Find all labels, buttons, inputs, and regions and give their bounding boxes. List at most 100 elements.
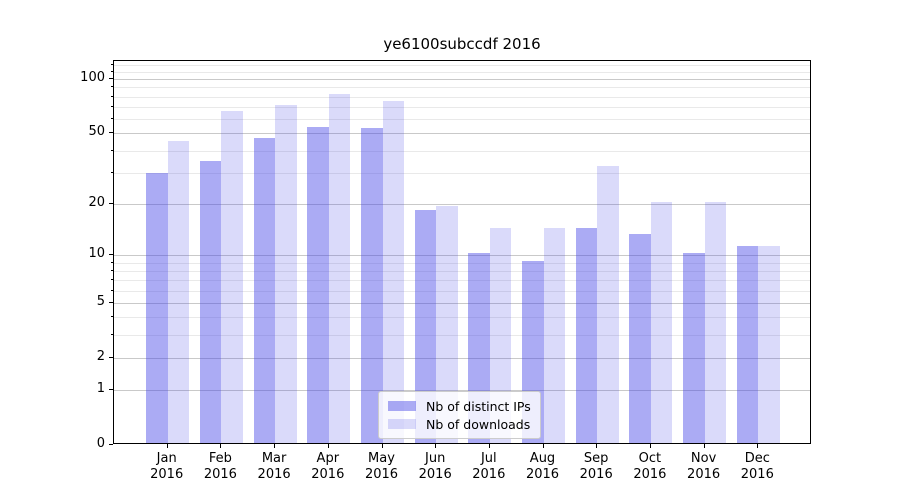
y-gridline-major <box>114 79 810 81</box>
bar-distinct-ips-nov <box>683 252 705 443</box>
y-minor-tick-mark <box>111 70 113 72</box>
y-gridline-minor <box>114 119 810 121</box>
x-tick-label: Jun 2016 <box>403 451 467 483</box>
x-tick-month: Aug <box>529 451 556 466</box>
y-gridline-major <box>114 390 810 392</box>
x-tick-month: Jul <box>480 451 497 466</box>
y-gridline-minor <box>114 290 810 292</box>
bar-downloads-sep <box>597 165 619 443</box>
x-tick-mark <box>274 444 276 448</box>
bar-distinct-ips-oct <box>629 233 651 443</box>
bar-downloads-aug <box>543 228 565 443</box>
x-tick-mark <box>327 444 329 448</box>
bar-distinct-ips-jan <box>146 173 168 443</box>
y-gridline-minor <box>114 150 810 152</box>
x-tick-label: Apr 2016 <box>296 451 360 483</box>
y-tick-mark <box>109 356 113 358</box>
bar-distinct-ips-sep <box>575 228 598 443</box>
y-tick-label: 20 <box>88 194 105 210</box>
x-tick-label: Dec 2016 <box>725 451 789 483</box>
y-tick-mark <box>109 202 113 204</box>
y-minor-tick-mark <box>111 261 113 263</box>
y-tick-label: 5 <box>96 294 105 309</box>
x-tick-mark <box>488 444 490 448</box>
x-tick-label: Aug 2016 <box>511 451 575 483</box>
y-gridline-minor <box>114 64 810 66</box>
bar-distinct-ips-mar <box>253 137 276 443</box>
x-tick-month: Feb <box>208 451 232 466</box>
x-tick-mark <box>166 444 168 448</box>
x-tick-month: Mar <box>261 451 287 466</box>
y-gridline-minor <box>114 262 810 264</box>
y-tick-label: 1 <box>96 381 105 397</box>
x-tick-mark <box>649 444 651 448</box>
x-tick-label: Oct 2016 <box>618 451 682 483</box>
x-tick-month: Nov <box>690 451 717 466</box>
bar-distinct-ips-apr <box>307 126 329 443</box>
x-tick-year: 2016 <box>311 467 345 482</box>
x-tick-year: 2016 <box>525 467 560 482</box>
y-gridline-minor <box>114 317 810 319</box>
x-tick-label: Mar 2016 <box>242 451 306 483</box>
x-tick-month: Jun <box>425 451 446 466</box>
legend-item: Nb of distinct IPs <box>388 397 531 415</box>
x-tick-year: 2016 <box>364 467 399 482</box>
y-tick-label: 10 <box>88 245 105 261</box>
y-minor-tick-mark <box>111 118 113 120</box>
y-gridline-major <box>114 133 810 135</box>
bar-downloads-may <box>382 100 404 443</box>
y-tick-mark <box>109 389 113 391</box>
y-tick-label: 50 <box>88 124 105 140</box>
y-gridline-minor <box>114 96 810 98</box>
y-gridline-major <box>114 254 810 256</box>
x-tick-mark <box>757 444 759 448</box>
y-gridline-minor <box>114 172 810 174</box>
x-tick-label: Jan 2016 <box>135 451 199 483</box>
x-tick-month: Dec <box>744 451 770 466</box>
x-tick-year: 2016 <box>257 467 291 482</box>
x-tick-mark <box>542 444 544 448</box>
x-tick-month: May <box>368 451 395 466</box>
y-minor-tick-mark <box>111 269 113 271</box>
y-tick-mark <box>109 253 113 255</box>
x-tick-month: Apr <box>316 451 340 466</box>
legend-swatch <box>388 419 416 429</box>
y-tick-mark <box>109 132 113 134</box>
x-tick-mark <box>596 444 598 448</box>
y-tick-label: 2 <box>96 348 105 364</box>
x-tick-mark <box>220 444 222 448</box>
y-minor-tick-mark <box>111 95 113 97</box>
x-tick-year: 2016 <box>579 467 613 482</box>
legend-item: Nb of downloads <box>388 415 531 433</box>
x-tick-mark <box>381 444 383 448</box>
y-gridline-minor <box>114 270 810 272</box>
bar-distinct-ips-feb <box>199 161 222 443</box>
y-gridline-major <box>114 203 810 205</box>
bar-downloads-jun <box>436 205 458 443</box>
chart-title: ye6100subccdf 2016 <box>383 35 541 53</box>
x-tick-month: Sep <box>583 451 609 466</box>
y-minor-tick-mark <box>111 279 113 281</box>
x-tick-year: 2016 <box>203 467 237 482</box>
y-gridline-minor <box>114 71 810 73</box>
y-gridline-minor <box>114 87 810 89</box>
x-tick-mark <box>435 444 437 448</box>
x-tick-year: 2016 <box>150 467 184 482</box>
legend-label: Nb of downloads <box>426 416 531 432</box>
y-gridline-major <box>114 357 810 359</box>
y-gridline-minor <box>114 335 810 337</box>
y-tick-mark <box>109 444 113 445</box>
bar-downloads-jan <box>167 141 190 443</box>
y-minor-tick-mark <box>111 334 113 336</box>
bar-distinct-ips-may <box>361 128 383 443</box>
x-tick-label: Nov 2016 <box>672 451 736 483</box>
y-gridline-minor <box>114 107 810 109</box>
x-tick-label: May 2016 <box>350 451 414 483</box>
bar-downloads-jul <box>489 228 512 443</box>
y-tick-label: 100 <box>80 70 105 86</box>
bar-distinct-ips-dec <box>736 246 759 443</box>
x-tick-year: 2016 <box>687 467 721 482</box>
bar-downloads-nov <box>704 201 727 443</box>
x-tick-label: Jul 2016 <box>457 451 521 483</box>
y-tick-mark <box>109 78 113 80</box>
